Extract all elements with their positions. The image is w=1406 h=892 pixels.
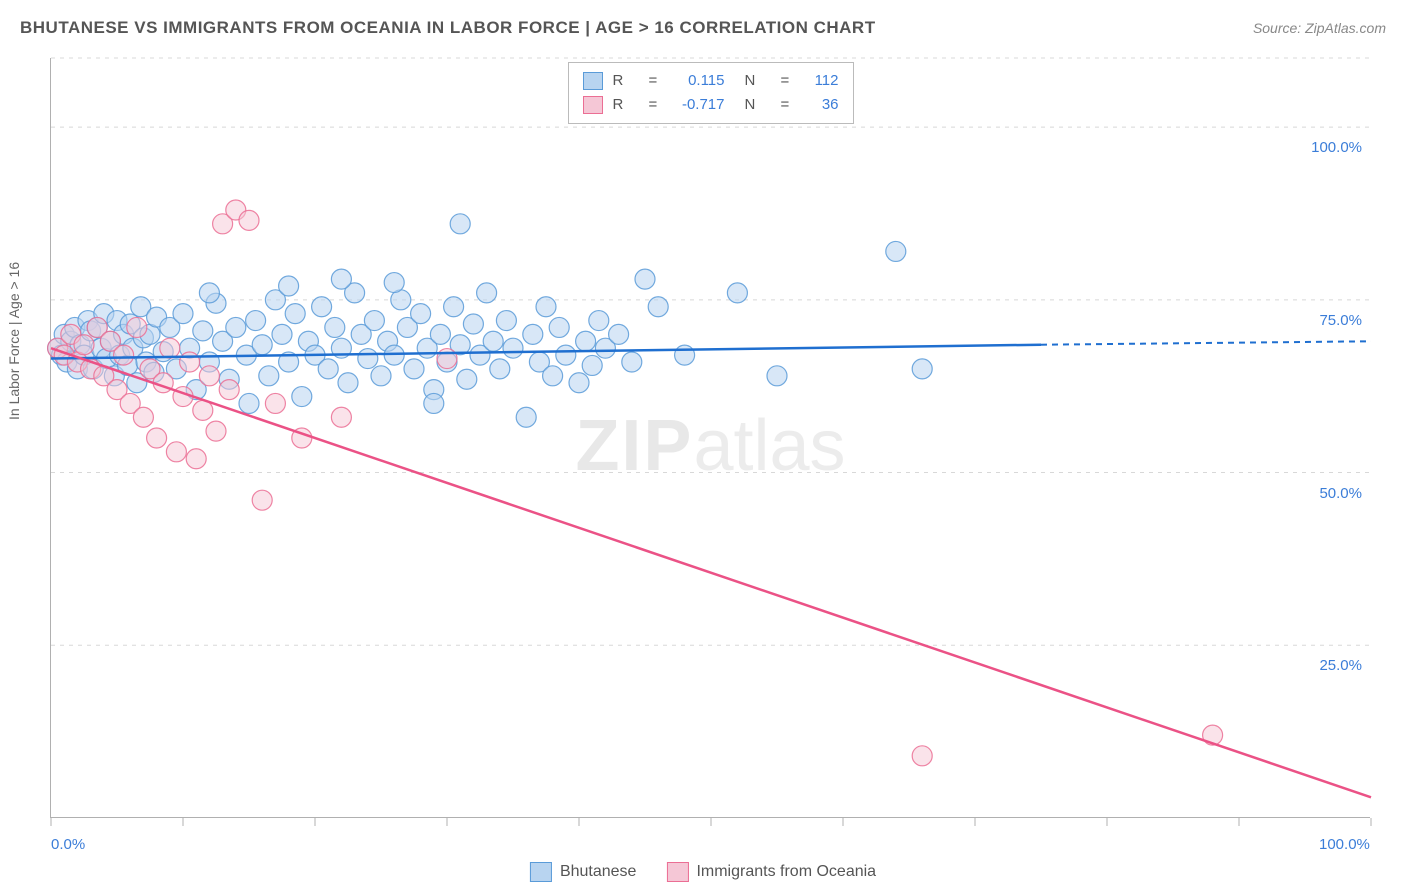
y-tick-label: 50.0%: [1319, 485, 1362, 502]
legend-swatch-0: [583, 72, 603, 90]
x-tick-label: 100.0%: [1319, 836, 1370, 853]
legend-item-1: Immigrants from Oceania: [666, 862, 876, 882]
legend-item-0: Bhutanese: [530, 862, 637, 882]
legend-row-series-0: R=0.115 N=112: [583, 69, 839, 93]
legend-swatch-bottom-1: [666, 862, 688, 882]
chart-svg: [51, 58, 1370, 817]
correlation-legend: R=0.115 N=112 R=-0.717 N=36: [568, 62, 854, 124]
series-legend: Bhutanese Immigrants from Oceania: [530, 862, 876, 882]
y-tick-label: 75.0%: [1319, 312, 1362, 329]
y-axis-label: In Labor Force | Age > 16: [6, 262, 22, 420]
legend-swatch-1: [583, 96, 603, 114]
source-attribution: Source: ZipAtlas.com: [1253, 20, 1386, 36]
x-tick-label: 0.0%: [51, 836, 85, 853]
plot-area: ZIPatlas R=0.115 N=112 R=-0.717 N=36 25.…: [50, 58, 1370, 818]
legend-swatch-bottom-0: [530, 862, 552, 882]
y-tick-label: 100.0%: [1311, 139, 1362, 156]
y-tick-label: 25.0%: [1319, 657, 1362, 674]
chart-title: BHUTANESE VS IMMIGRANTS FROM OCEANIA IN …: [20, 18, 876, 37]
legend-row-series-1: R=-0.717 N=36: [583, 93, 839, 117]
